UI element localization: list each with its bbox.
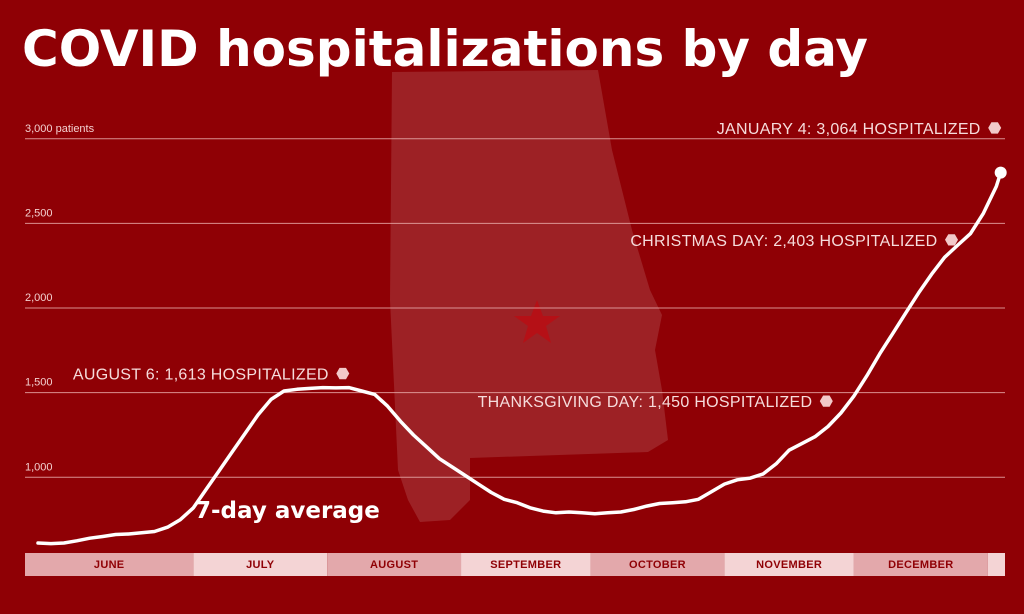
state-map-silhouette	[390, 70, 668, 522]
y-tick-label: 1,500	[25, 377, 53, 389]
y-tick-label: 2,000	[25, 292, 53, 304]
y-tick-label: 1,000	[25, 461, 53, 473]
y-tick-label: 3,000 patients	[25, 123, 95, 135]
annotation-marker-icon	[945, 234, 958, 246]
chart-title: COVID hospitalizations by day	[22, 20, 868, 78]
series-end-point	[994, 166, 1007, 179]
annotation-label: AUGUST 6: 1,613 HOSPITALIZED	[73, 367, 329, 384]
series-line-7-day-average	[36, 170, 1003, 546]
annotation-label: JANUARY 4: 3,064 HOSPITALIZED	[717, 121, 981, 138]
month-label: DECEMBER	[888, 559, 953, 571]
month-label: JUNE	[94, 559, 125, 571]
annotation-marker-icon	[988, 122, 1002, 134]
month-band	[853, 553, 988, 576]
month-axis: JUNE JULY AUGUST SEPTEMBER OCTOBER NOVEMBER DE…	[25, 553, 1005, 576]
month-band	[25, 553, 194, 576]
month-band	[724, 553, 854, 576]
month-label: NOVEMBER	[756, 559, 822, 571]
month-label: AUGUST	[370, 559, 418, 571]
y-axis-ticks: 1,000 1,500 2,000 2,500 3,000 patients	[25, 123, 95, 474]
month-band	[987, 553, 1005, 576]
month-band	[327, 553, 462, 576]
star-icon	[514, 300, 560, 343]
month-label: OCTOBER	[629, 559, 686, 571]
annotation-label: CHRISTMAS DAY: 2,403 HOSPITALIZED	[630, 233, 937, 250]
annotation-marker-icon	[819, 395, 833, 407]
grid-layer	[25, 138, 1005, 478]
annotation-label: THANKSGIVING DAY: 1,450 HOSPITALIZED	[478, 394, 813, 411]
month-band	[193, 553, 328, 576]
annotation-marker-icon	[336, 367, 350, 380]
month-label: SEPTEMBER	[490, 559, 561, 571]
y-tick-label: 2,500	[25, 207, 53, 219]
month-label: JULY	[246, 559, 275, 571]
series-label: 7-day average	[195, 498, 380, 524]
annotations: JANUARY 4: 3,064 HOSPITALIZED CHRISTMAS D…	[73, 121, 1002, 411]
month-band	[590, 553, 725, 576]
month-band	[461, 553, 591, 576]
